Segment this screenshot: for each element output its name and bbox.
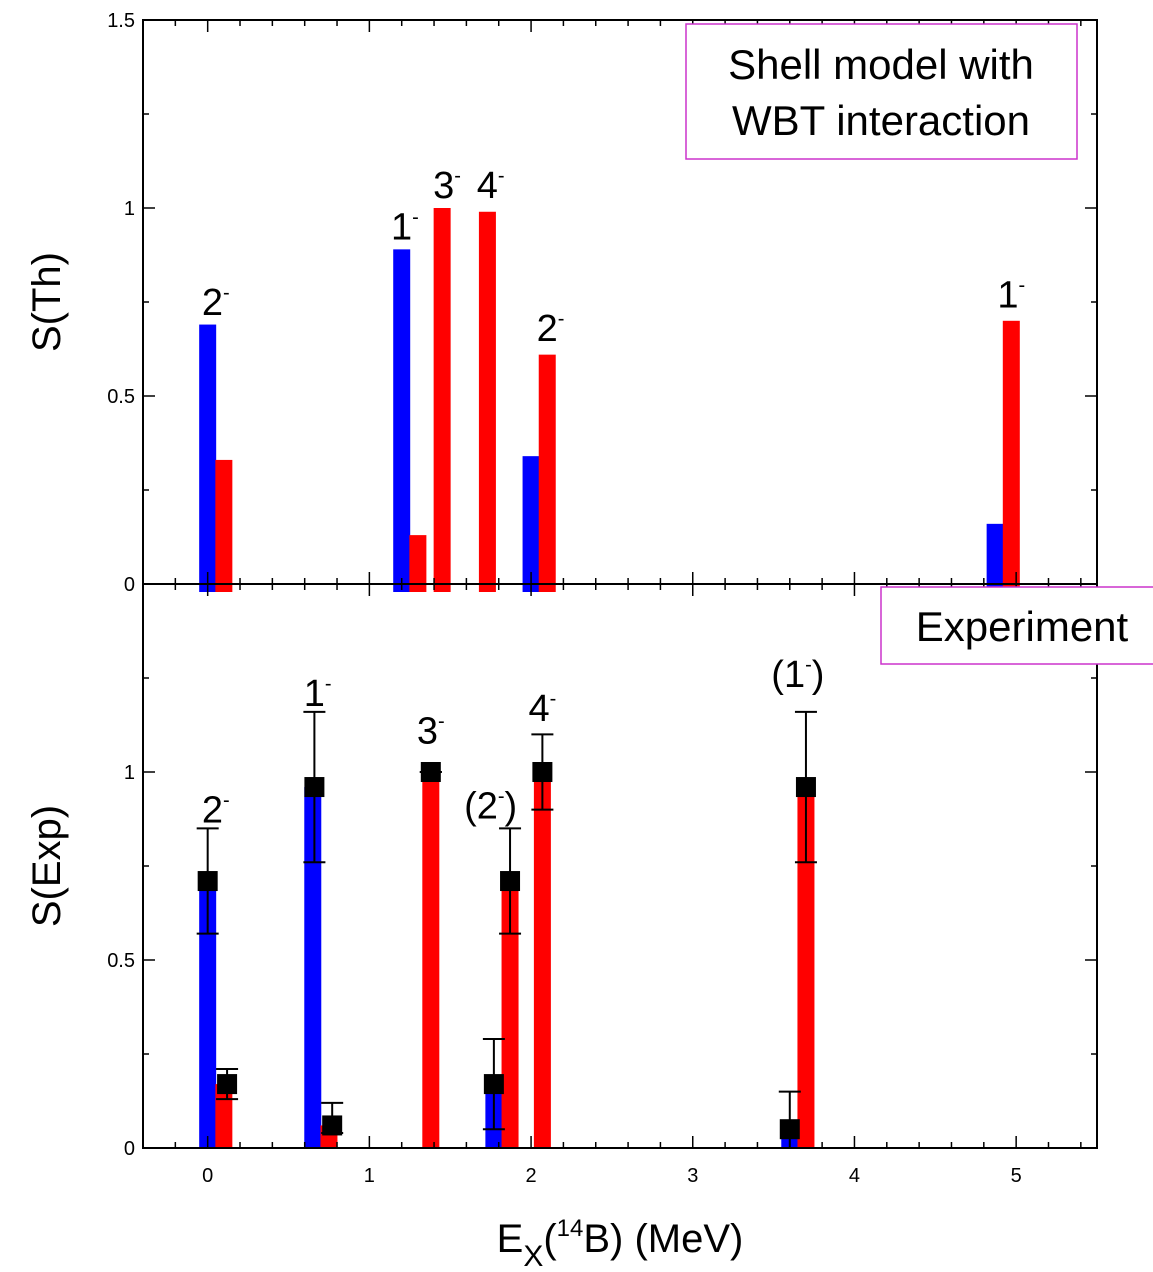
state-label: (1-) [771,654,824,696]
state-label: 2- [202,282,230,324]
annotation-text: WBT interaction [732,97,1030,144]
measurement-marker [795,777,816,798]
y-axis-title: S(Exp) [25,805,69,927]
x-tick-label: 4 [849,1165,860,1187]
x-tick-label: 1 [364,1165,375,1187]
blue-bar [393,249,411,593]
state-label: 4- [528,688,556,730]
red-bar [215,459,233,592]
x-axis-label: EX(14B) (MeV) [497,1215,744,1272]
measurement-marker [779,1119,800,1140]
experiment-panel: 0 0.5 1 0 1 2 3 4 5 2- 1- 3- (2-) 4- (1-) S(Exp) Experim… [25,583,1153,1187]
y-tick-label: 0.5 [107,950,135,972]
x-tick-label: 3 [687,1165,698,1187]
x-tick-label: 2 [526,1165,537,1187]
state-label: 1- [304,673,332,715]
measurement-marker [500,871,521,892]
x-tick-label: 0 [202,1165,213,1187]
y-tick-label: 1 [124,198,135,220]
state-label: (2-) [464,786,517,828]
y-tick-label: 1 [124,762,135,784]
measurement-marker [420,762,441,782]
state-label: 3- [417,710,445,752]
measurement-marker [217,1074,238,1095]
blue-bar [522,456,540,592]
measurement-marker [197,871,218,892]
annotation-text: Shell model with [728,41,1034,88]
blue-bar [986,523,1004,592]
red-bar [433,208,451,592]
y-tick-label: 0.5 [107,386,135,408]
red-bar [478,211,496,592]
measurement-marker [304,777,325,798]
annotation-box [685,23,1078,160]
state-label: 2- [537,308,565,350]
blue-bar [304,787,322,1148]
measurement-marker [483,1074,504,1095]
annotation-text: Experiment [916,603,1129,650]
state-label: 1- [997,274,1025,316]
y-tick-label: 0 [124,574,135,596]
blue-bar [199,881,217,1148]
blue-bar [199,324,217,592]
state-label: 1- [391,207,419,249]
red-bar [422,772,440,1148]
state-label: 2- [202,789,230,831]
red-bar [409,535,427,592]
y-tick-label: 0 [124,1138,135,1160]
plot-frame [142,583,1098,1149]
state-label: 3- [433,165,461,207]
red-bar [501,881,519,1148]
y-tick-label: 1.5 [107,10,135,32]
x-axis-title: EX(14B) (MeV) [497,1215,744,1272]
red-bar [797,787,815,1148]
theory-panel: 0 0.5 1 1.5 2- 1- 3- 4- 2- 1- S(Th) Shell model wit… [25,10,1098,596]
measurement-marker [532,762,553,782]
x-tick-label: 5 [1011,1165,1022,1187]
measurement-marker [322,1115,343,1136]
annotation-box [880,586,1153,665]
red-bar [533,772,551,1148]
red-bar [538,354,556,592]
y-axis-title: S(Th) [25,252,69,352]
red-bar [1002,320,1020,592]
state-label: 4- [477,165,505,207]
